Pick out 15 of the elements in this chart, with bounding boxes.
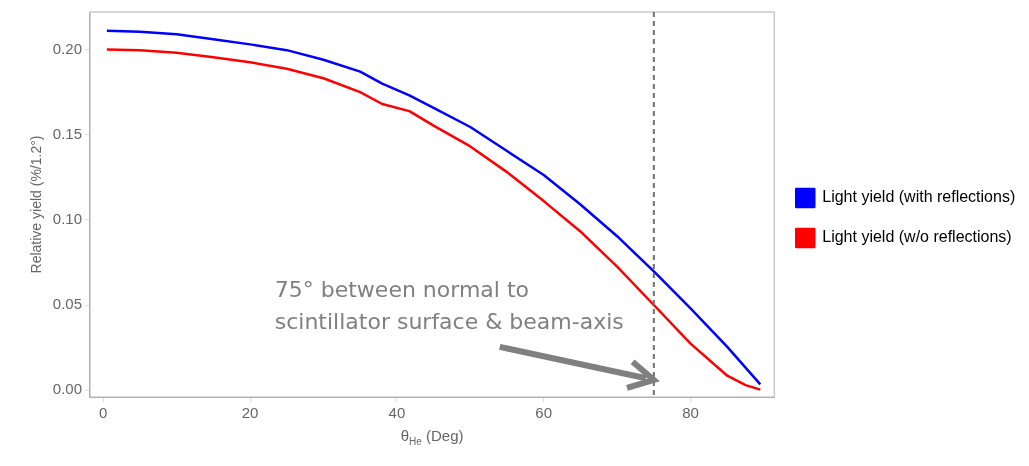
annotation: 75° between normal to scintillator surface & beam-axis	[274, 276, 624, 334]
y-axis-title: Relative yield (%/1.2°)	[28, 135, 45, 274]
legend-label: Light yield (with reflections)	[822, 188, 1016, 206]
x-tick-label: 80	[682, 404, 699, 422]
legend-label: Light yield (w/o reflections)	[822, 228, 1012, 246]
x-axis-title: θ$_{He}$ (Deg)	[400, 427, 464, 447]
y-tick-label: 0.10	[52, 209, 82, 227]
y-tick-label: 0.00	[52, 380, 82, 398]
x-tick-label: 0	[99, 404, 108, 422]
x-tick-label: 60	[535, 404, 553, 422]
y-tick-label: 0.20	[52, 39, 82, 57]
y-tick-label: 0.05	[52, 295, 82, 313]
y-tick-label: 0.15	[52, 124, 82, 142]
x-tick-label: 20	[241, 404, 259, 422]
x-tick-label: 40	[388, 404, 406, 422]
